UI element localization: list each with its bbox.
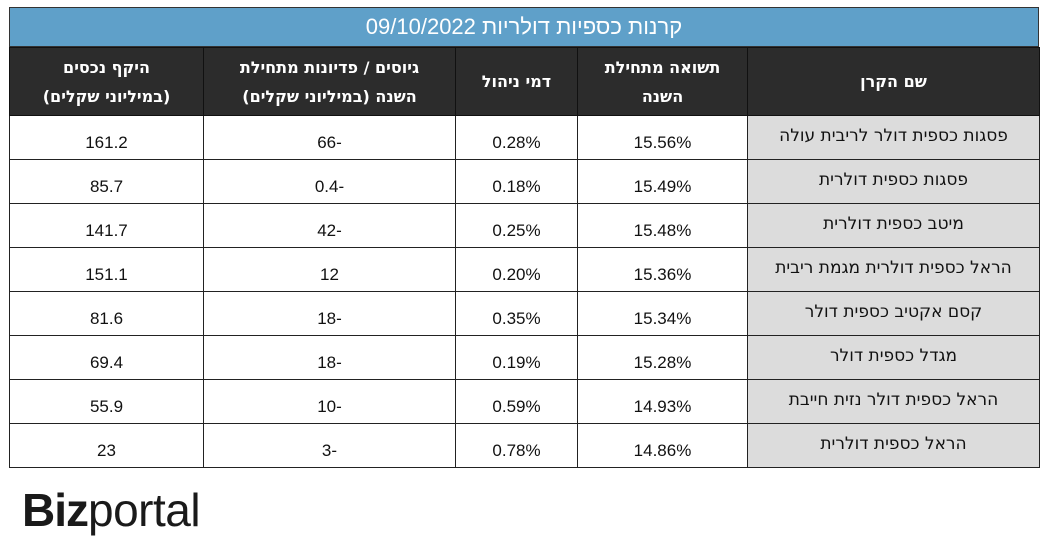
ytd-return-cell: 15.49% bbox=[577, 159, 748, 204]
header-row: שם הקרן תשואה מתחילת השנה דמי ניהול גיוסי… bbox=[9, 47, 1040, 116]
flows-cell: -0.4 bbox=[203, 159, 456, 204]
table-row: מגדל כספית דולר 15.28% 0.19% -18 69.4 bbox=[9, 335, 1040, 380]
logo-portal-text: portal bbox=[88, 484, 201, 536]
header-fund-name-text: שם הקרן bbox=[860, 72, 927, 91]
header-aum-line2: (במיליוני שקלים) bbox=[42, 86, 171, 106]
flows-cell: -10 bbox=[203, 379, 456, 424]
header-ytd-return-line2: השנה bbox=[641, 86, 684, 106]
table-title: קרנות כספיות דולריות 09/10/2022 bbox=[9, 7, 1039, 47]
fund-name-cell: הראל כספית דולרית מגמת ריבית bbox=[747, 247, 1040, 292]
ytd-return-cell: 15.56% bbox=[577, 115, 748, 160]
fund-name-cell: פסגות כספית דולר לריבית עולה bbox=[747, 115, 1040, 160]
flows-cell: -42 bbox=[203, 203, 456, 248]
aum-cell: 81.6 bbox=[9, 291, 204, 336]
ytd-return-cell: 15.36% bbox=[577, 247, 748, 292]
flows-cell: -66 bbox=[203, 115, 456, 160]
table-row: הראל כספית דולרית מגמת ריבית 15.36% 0.20… bbox=[9, 247, 1040, 292]
table-row: פסגות כספית דולרית 15.49% 0.18% -0.4 85.… bbox=[9, 159, 1040, 204]
flows-cell: -18 bbox=[203, 291, 456, 336]
header-mgmt-fee: דמי ניהול bbox=[455, 47, 578, 116]
mgmt-fee-cell: 0.35% bbox=[455, 291, 578, 336]
table-row: מיטב כספית דולרית 15.48% 0.25% -42 141.7 bbox=[9, 203, 1040, 248]
funds-table: שם הקרן תשואה מתחילת השנה דמי ניהול גיוסי… bbox=[9, 47, 1040, 468]
mgmt-fee-cell: 0.20% bbox=[455, 247, 578, 292]
ytd-return-cell: 15.48% bbox=[577, 203, 748, 248]
flows-cell: -3 bbox=[203, 423, 456, 468]
header-fund-name: שם הקרן bbox=[747, 47, 1040, 116]
aum-cell: 23 bbox=[9, 423, 204, 468]
header-ytd-return-line1: תשואה מתחילת bbox=[604, 57, 721, 77]
bizportal-logo: Biz portal bbox=[22, 483, 201, 536]
fund-name-cell: קסם אקטיב כספית דולר bbox=[747, 291, 1040, 336]
fund-name-cell: פסגות כספית דולרית bbox=[747, 159, 1040, 204]
flows-cell: -18 bbox=[203, 335, 456, 380]
aum-cell: 151.1 bbox=[9, 247, 204, 292]
fund-name-cell: מיטב כספית דולרית bbox=[747, 203, 1040, 248]
ytd-return-cell: 15.34% bbox=[577, 291, 748, 336]
header-flows: גיוסים / פדיונות מתחילת השנה (במיליוני שק… bbox=[203, 47, 456, 116]
ytd-return-cell: 14.86% bbox=[577, 423, 748, 468]
fund-name-cell: הראל כספית דולרית bbox=[747, 423, 1040, 468]
mgmt-fee-cell: 0.78% bbox=[455, 423, 578, 468]
mgmt-fee-cell: 0.59% bbox=[455, 379, 578, 424]
mgmt-fee-cell: 0.25% bbox=[455, 203, 578, 248]
ytd-return-cell: 14.93% bbox=[577, 379, 748, 424]
table-row: פסגות כספית דולר לריבית עולה 15.56% 0.28… bbox=[9, 115, 1040, 160]
header-flows-line2: השנה (במיליוני שקלים) bbox=[242, 86, 417, 106]
funds-table-container: קרנות כספיות דולריות 09/10/2022 שם הקרן … bbox=[9, 7, 1040, 469]
aum-cell: 161.2 bbox=[9, 115, 204, 160]
aum-cell: 141.7 bbox=[9, 203, 204, 248]
table-row: קסם אקטיב כספית דולר 15.34% 0.35% -18 81… bbox=[9, 291, 1040, 336]
table-row: הראל כספית דולרית 14.86% 0.78% -3 23 bbox=[9, 423, 1040, 468]
header-mgmt-fee-text: דמי ניהול bbox=[481, 72, 552, 91]
mgmt-fee-cell: 0.28% bbox=[455, 115, 578, 160]
mgmt-fee-cell: 0.18% bbox=[455, 159, 578, 204]
flows-cell: 12 bbox=[203, 247, 456, 292]
ytd-return-cell: 15.28% bbox=[577, 335, 748, 380]
table-row: הראל כספית דולר נזית חייבת 14.93% 0.59% … bbox=[9, 379, 1040, 424]
aum-cell: 69.4 bbox=[9, 335, 204, 380]
header-aum: היקף נכסים (במיליוני שקלים) bbox=[9, 47, 204, 116]
aum-cell: 55.9 bbox=[9, 379, 204, 424]
mgmt-fee-cell: 0.19% bbox=[455, 335, 578, 380]
logo-biz-text: Biz bbox=[22, 484, 89, 536]
fund-name-cell: הראל כספית דולר נזית חייבת bbox=[747, 379, 1040, 424]
header-aum-line1: היקף נכסים bbox=[63, 57, 150, 77]
header-flows-line1: גיוסים / פדיונות מתחילת bbox=[239, 57, 420, 77]
header-ytd-return: תשואה מתחילת השנה bbox=[577, 47, 748, 116]
aum-cell: 85.7 bbox=[9, 159, 204, 204]
fund-name-cell: מגדל כספית דולר bbox=[747, 335, 1040, 380]
